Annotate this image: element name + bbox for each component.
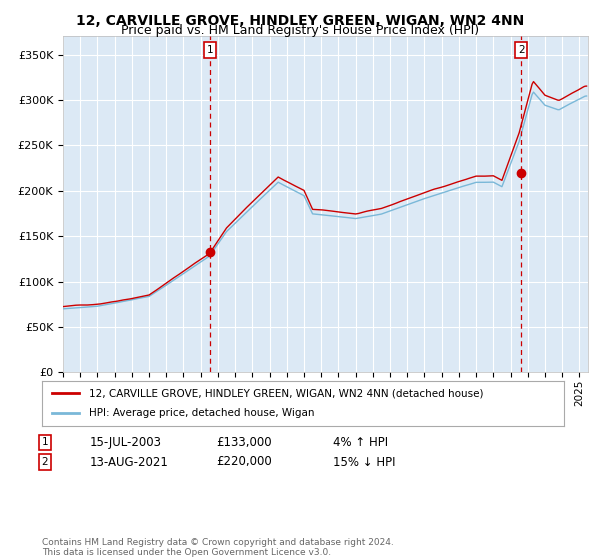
Text: 1: 1	[207, 45, 214, 55]
Text: 2: 2	[518, 45, 524, 55]
Text: 2: 2	[41, 457, 49, 467]
Text: Price paid vs. HM Land Registry's House Price Index (HPI): Price paid vs. HM Land Registry's House …	[121, 24, 479, 37]
Text: 15% ↓ HPI: 15% ↓ HPI	[333, 455, 395, 469]
Text: 1: 1	[41, 437, 49, 447]
Text: £133,000: £133,000	[216, 436, 272, 449]
Text: 15-JUL-2003: 15-JUL-2003	[90, 436, 162, 449]
Text: HPI: Average price, detached house, Wigan: HPI: Average price, detached house, Wiga…	[89, 408, 314, 418]
Text: 12, CARVILLE GROVE, HINDLEY GREEN, WIGAN, WN2 4NN: 12, CARVILLE GROVE, HINDLEY GREEN, WIGAN…	[76, 14, 524, 28]
Text: £220,000: £220,000	[216, 455, 272, 469]
Text: 13-AUG-2021: 13-AUG-2021	[90, 455, 169, 469]
Text: 4% ↑ HPI: 4% ↑ HPI	[333, 436, 388, 449]
Text: Contains HM Land Registry data © Crown copyright and database right 2024.
This d: Contains HM Land Registry data © Crown c…	[42, 538, 394, 557]
Text: 12, CARVILLE GROVE, HINDLEY GREEN, WIGAN, WN2 4NN (detached house): 12, CARVILLE GROVE, HINDLEY GREEN, WIGAN…	[89, 388, 484, 398]
